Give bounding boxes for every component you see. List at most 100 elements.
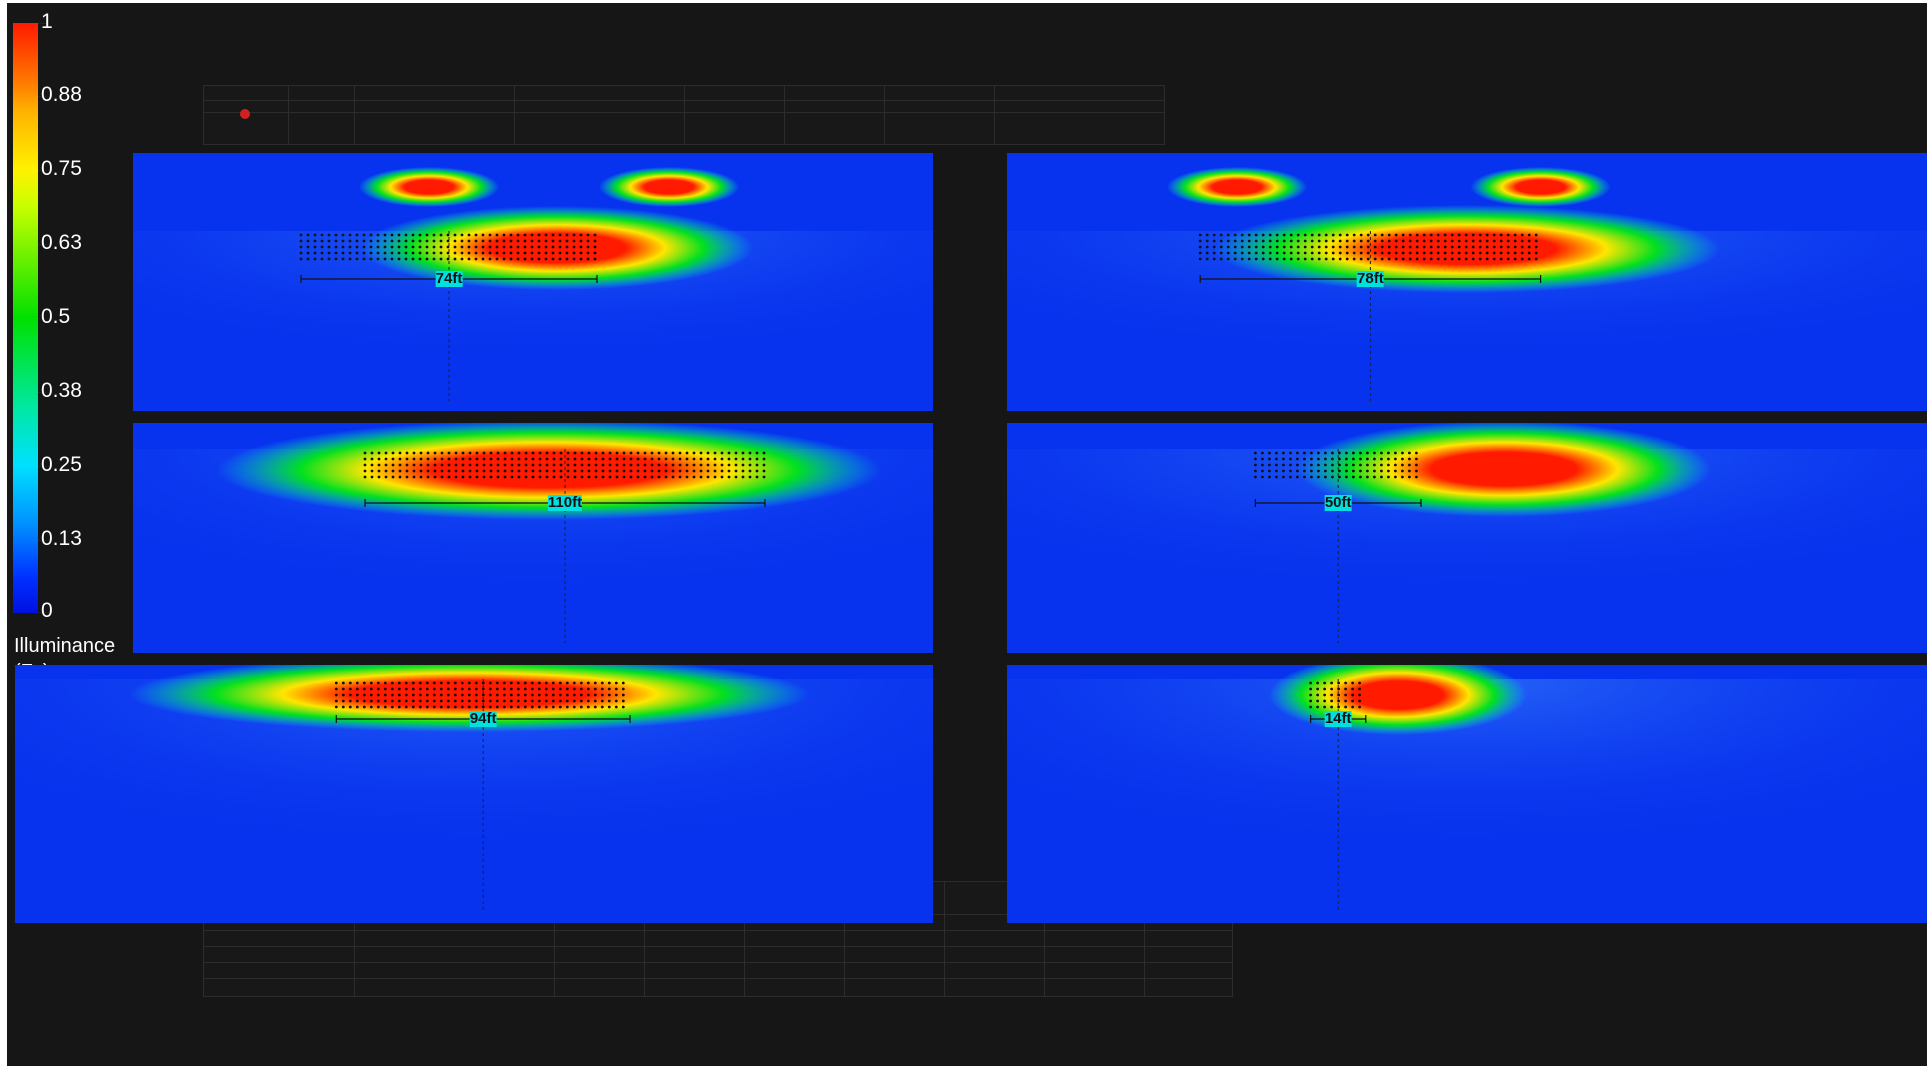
fixture-dot [650,475,654,479]
fixture-dot [530,693,534,697]
fixture-dot [446,245,450,249]
fixture-dot [587,469,591,473]
fixture-dot [558,257,562,261]
fixture-dot [1352,239,1356,243]
fixture-dot [1309,693,1312,697]
fixture-dot [622,457,626,461]
fixture-dot [1331,251,1335,255]
fixture-dot [390,681,394,685]
fixture-dot [1282,239,1286,243]
fixture-dot [411,257,415,261]
fixture-dot [1338,251,1342,255]
fixture-dot [1268,469,1271,473]
fixture-dot [391,457,395,461]
fixture-dot [439,699,443,703]
fixture-dot [1282,469,1285,473]
fixture-dot [397,705,401,709]
fixture-dot [552,469,556,473]
fixture-dot [495,257,499,261]
fixture-dot [1366,457,1369,461]
fixture-dot [1485,239,1489,243]
fixture-dot [517,463,521,467]
fixture-dot [467,251,471,255]
fixture-dot [418,693,422,697]
fixture-dot [439,251,443,255]
fixture-dot [411,693,415,697]
fixture-dot [1401,251,1405,255]
fixture-dot [1415,451,1418,455]
fixture-dot [1443,239,1447,243]
fixture-dot [369,699,373,703]
fixture-dot [530,239,534,243]
fixture-dot [1429,245,1433,249]
luminaire-schedule-table [203,85,1165,145]
fixture-dot [453,699,457,703]
fixture-dot [1282,457,1285,461]
fixture-dot [1506,239,1510,243]
fixture-dot [600,681,604,685]
fixture-dot [426,469,430,473]
fixture-dot [447,463,451,467]
fixture-dot [1268,457,1271,461]
legend-tick-label: 0.38 [41,379,82,402]
fixture-dot [376,693,380,697]
fixture-dot [734,469,738,473]
fixture-dot [1337,705,1340,709]
fixture-dot [720,451,724,455]
fixture-dot [433,463,437,467]
fixture-dot [678,463,682,467]
fixture-dot [391,463,395,467]
fixture-dot [1324,469,1327,473]
fixture-dot [1401,463,1404,467]
fixture-dot [1408,239,1412,243]
fixture-dot [1247,251,1251,255]
fixture-dot [629,469,633,473]
fixture-dot [1520,251,1524,255]
fixture-dot [1352,251,1356,255]
fixture-dot [446,251,450,255]
fixture-dot [419,457,423,461]
fixture-dot [1492,245,1496,249]
fixture-dot [404,693,408,697]
fixture-dot [426,457,430,461]
fixture-dot [425,693,429,697]
fixture-dot [495,705,499,709]
fixture-dot [495,245,499,249]
fixture-dot [1205,233,1209,237]
fixture-dot [727,451,731,455]
fixture-dot [1464,245,1468,249]
fixture-dot [475,469,479,473]
fixture-dot [1345,451,1348,455]
fixture-dot [355,687,359,691]
fixture-dot [720,475,724,479]
fixture-dot [1534,251,1538,255]
fixture-dot [1261,233,1265,237]
fixture-dot [614,681,618,685]
fixture-dot [398,469,402,473]
fixture-dot [1289,475,1292,479]
fixture-dot [1296,257,1300,261]
fixture-dot [615,451,619,455]
fixture-dot [1240,233,1244,237]
fixture-dot [1219,239,1223,243]
fixture-dot [622,463,626,467]
fixture-dot [1401,451,1404,455]
fixture-dot [446,239,450,243]
fixture-dot [355,233,359,237]
fixture-dot [762,451,766,455]
fixture-dot [496,475,500,479]
fixture-dot [572,251,576,255]
fixture-dot [418,239,422,243]
fixture-dot [551,681,555,685]
fixture-dot [1366,245,1370,249]
fixture-dot [363,451,367,455]
fixture-dot [488,245,492,249]
fixture-dot [411,239,415,243]
fixture-dot [299,245,303,249]
fixture-dot [453,681,457,685]
fixture-dot [1450,245,1454,249]
fixture-dot [608,469,612,473]
fixture-dot [1303,475,1306,479]
fixture-dot [1366,475,1369,479]
fixture-dot [481,681,485,685]
